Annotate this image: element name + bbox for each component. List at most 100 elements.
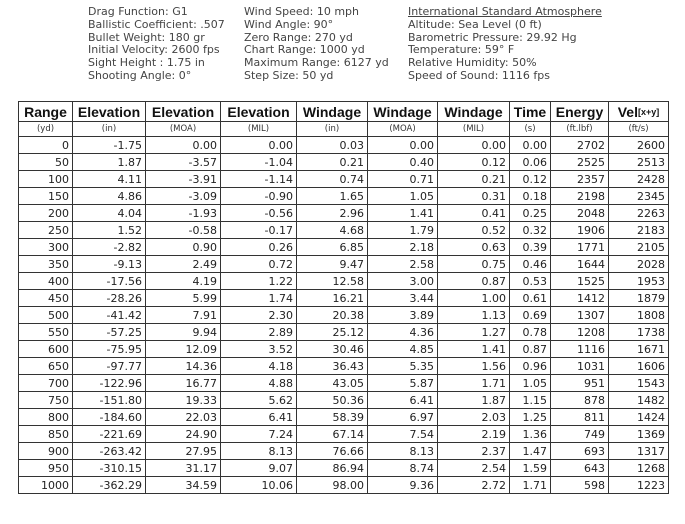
data-row: 350 -9.13 2.49 0.72 9.47 2.58 0.75 0.46 1644 2028 bbox=[18, 255, 669, 273]
data-cell: 1.59 bbox=[509, 459, 551, 477]
data-cell: 0.90 bbox=[145, 238, 221, 256]
data-cell: 5.62 bbox=[220, 391, 297, 409]
data-row: 200 4.04 -1.93 -0.56 2.96 1.41 0.41 0.25 2048 226… bbox=[18, 204, 669, 222]
data-cell: 0.87 bbox=[437, 272, 510, 290]
data-cell: 1031 bbox=[550, 357, 609, 375]
data-cell: 2105 bbox=[608, 238, 669, 256]
data-cell: -0.17 bbox=[220, 221, 297, 239]
data-cell: 0.53 bbox=[509, 272, 551, 290]
header-text: Windage bbox=[444, 103, 503, 120]
data-cell: 4.11 bbox=[72, 170, 146, 188]
data-cell: 67.14 bbox=[296, 425, 368, 443]
data-cell: -151.80 bbox=[72, 391, 146, 409]
info-column: International Standard Atmosphere Altitud… bbox=[408, 5, 602, 83]
data-cell: 0.72 bbox=[220, 255, 297, 273]
data-cell: 5.99 bbox=[145, 289, 221, 307]
data-cell: 6.41 bbox=[367, 391, 438, 409]
data-cell: 500 bbox=[18, 306, 73, 324]
data-cell: 1.27 bbox=[437, 323, 510, 341]
info-line: Sight Height : 1.75 in bbox=[88, 56, 205, 70]
header-text: Time bbox=[513, 103, 547, 120]
data-cell: 0.63 bbox=[437, 238, 510, 256]
data-cell: 1.00 bbox=[437, 289, 510, 307]
data-cell: 12.09 bbox=[145, 340, 221, 358]
data-cell: 1.71 bbox=[509, 476, 551, 494]
data-cell: 1.79 bbox=[367, 221, 438, 239]
data-cell: 693 bbox=[550, 442, 609, 460]
data-cell: 5.87 bbox=[367, 374, 438, 392]
data-cell: 0.00 bbox=[367, 136, 438, 154]
unit-cell: (ft/s) bbox=[608, 121, 669, 137]
header-text: Range bbox=[24, 103, 67, 120]
data-cell: 1.74 bbox=[220, 289, 297, 307]
data-cell: 8.13 bbox=[220, 442, 297, 460]
data-cell: 0.41 bbox=[437, 204, 510, 222]
data-cell: 1.87 bbox=[72, 153, 146, 171]
data-cell: 2198 bbox=[550, 187, 609, 205]
data-cell: 0.12 bbox=[437, 153, 510, 171]
data-cell: 5.35 bbox=[367, 357, 438, 375]
data-cell: 58.39 bbox=[296, 408, 368, 426]
unit-cell: (MOA) bbox=[145, 121, 221, 137]
data-cell: 1307 bbox=[550, 306, 609, 324]
info-line: Initial Velocity: 2600 fps bbox=[88, 43, 220, 57]
data-cell: 1.05 bbox=[509, 374, 551, 392]
header-text: Energy bbox=[555, 103, 604, 120]
header-text: Elevation bbox=[151, 103, 215, 120]
data-cell: 0.46 bbox=[509, 255, 551, 273]
data-cell: 0 bbox=[18, 136, 73, 154]
data-cell: 4.68 bbox=[296, 221, 368, 239]
data-cell: -3.57 bbox=[145, 153, 221, 171]
data-cell: 0.26 bbox=[220, 238, 297, 256]
data-row: 450 -28.26 5.99 1.74 16.21 3.44 1.00 0.61 1412 18… bbox=[18, 289, 669, 307]
data-cell: 878 bbox=[550, 391, 609, 409]
data-cell: -263.42 bbox=[72, 442, 146, 460]
data-cell: 2.89 bbox=[220, 323, 297, 341]
column-header: Windage bbox=[437, 101, 510, 122]
data-cell: 7.54 bbox=[367, 425, 438, 443]
data-row: 1000 -362.29 34.59 10.06 98.00 9.36 2.72 1.71 59… bbox=[18, 476, 669, 494]
info-column: Wind Speed: 10 mph Wind Angle: 90° Zero Ra… bbox=[244, 5, 389, 83]
info-line: Zero Range: 270 yd bbox=[244, 30, 353, 44]
data-cell: 34.59 bbox=[145, 476, 221, 494]
data-cell: 98.00 bbox=[296, 476, 368, 494]
info-line: Temperature: 59° F bbox=[408, 43, 515, 57]
column-header: Energy bbox=[550, 101, 609, 122]
data-cell: -1.14 bbox=[220, 170, 297, 188]
header-text: Windage bbox=[373, 103, 432, 120]
data-cell: 0.32 bbox=[509, 221, 551, 239]
data-cell: 1412 bbox=[550, 289, 609, 307]
data-cell: -122.96 bbox=[72, 374, 146, 392]
data-cell: -221.69 bbox=[72, 425, 146, 443]
data-cell: 8.74 bbox=[367, 459, 438, 477]
data-row: 750 -151.80 19.33 5.62 50.36 6.41 1.87 1.15 878 1… bbox=[18, 391, 669, 409]
header-row: Range Elevation Elevation Elevation Windage W… bbox=[18, 101, 669, 122]
data-cell: 1.71 bbox=[437, 374, 510, 392]
data-cell: 4.04 bbox=[72, 204, 146, 222]
data-cell: 10.06 bbox=[220, 476, 297, 494]
data-cell: 1808 bbox=[608, 306, 669, 324]
data-cell: 1.52 bbox=[72, 221, 146, 239]
info-line: Wind Angle: 90° bbox=[244, 17, 334, 31]
data-cell: 350 bbox=[18, 255, 73, 273]
data-cell: 12.58 bbox=[296, 272, 368, 290]
data-cell: 200 bbox=[18, 204, 73, 222]
data-cell: 4.86 bbox=[72, 187, 146, 205]
header-text: Vel bbox=[617, 103, 638, 120]
data-cell: 1.56 bbox=[437, 357, 510, 375]
unit-cell: (MOA) bbox=[367, 121, 438, 137]
column-header: Windage bbox=[296, 101, 368, 122]
data-cell: -57.25 bbox=[72, 323, 146, 341]
data-cell: 0.87 bbox=[509, 340, 551, 358]
data-cell: 25.12 bbox=[296, 323, 368, 341]
data-row: 800 -184.60 22.03 6.41 58.39 6.97 2.03 1.25 811 1… bbox=[18, 408, 669, 426]
data-cell: -75.95 bbox=[72, 340, 146, 358]
data-cell: 150 bbox=[18, 187, 73, 205]
data-cell: 400 bbox=[18, 272, 73, 290]
data-cell: 9.07 bbox=[220, 459, 297, 477]
column-header: Elevation bbox=[145, 101, 221, 122]
data-cell: 700 bbox=[18, 374, 73, 392]
data-cell: 2.30 bbox=[220, 306, 297, 324]
data-cell: 2702 bbox=[550, 136, 609, 154]
